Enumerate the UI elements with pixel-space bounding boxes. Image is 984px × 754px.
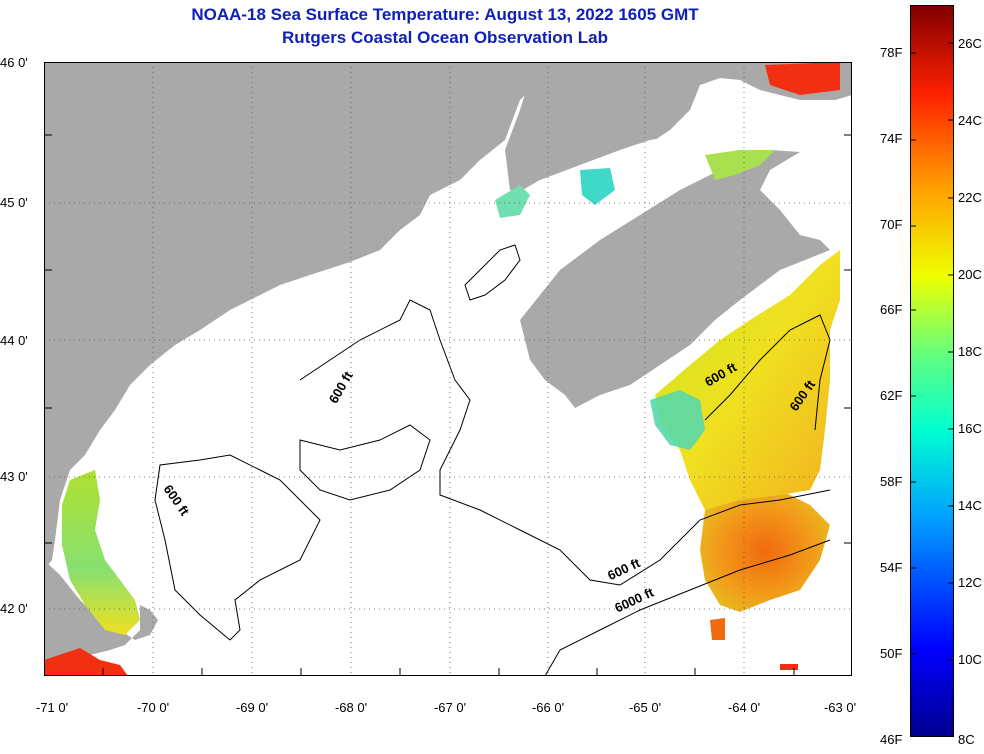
- lat-label-44: 44 0': [0, 333, 28, 348]
- contour-600ft-west: [154, 454, 321, 641]
- contour-600ft-central: [299, 299, 831, 586]
- sst-fundy-west: [495, 185, 530, 218]
- cbar-c-12: 12C: [958, 575, 982, 590]
- cbar-c-22: 22C: [958, 190, 982, 205]
- sst-map: 600 ft 600 ft 600 ft 600 ft 600 ft 6000 …: [44, 62, 852, 676]
- cbar-c-26: 26C: [958, 36, 982, 51]
- map-title: NOAA-18 Sea Surface Temperature: August …: [191, 5, 699, 24]
- cbar-c-8: 8C: [958, 732, 975, 747]
- sst-warm-north: [765, 62, 840, 95]
- sst-warm-speck-2: [780, 664, 798, 670]
- cbar-c-16: 16C: [958, 421, 982, 436]
- contour-6000ft: [544, 539, 831, 676]
- sst-cool-patch: [650, 390, 705, 450]
- lat-label-42: 42 0': [0, 601, 28, 616]
- cbar-c-20: 20C: [958, 267, 982, 282]
- lon-label-65: -65 0': [628, 700, 662, 715]
- bay-of-fundy: [500, 135, 700, 275]
- cbar-c-14: 14C: [958, 498, 982, 513]
- lat-label-46: 46 0': [0, 55, 28, 70]
- map-subtitle: Rutgers Coastal Ocean Observation Lab: [282, 28, 608, 47]
- lat-label-45: 45 0': [0, 195, 28, 210]
- lon-label-63: -63 0': [823, 700, 857, 715]
- cbar-f-78: 78F: [880, 45, 903, 60]
- cbar-f-58: 58F: [880, 474, 903, 489]
- lon-label-66: -66 0': [531, 700, 565, 715]
- sst-warm-speck-1: [710, 618, 725, 640]
- map-frame: [44, 62, 852, 676]
- cbar-c-18: 18C: [958, 344, 982, 359]
- sst-scotian-shelf: [655, 250, 840, 510]
- land-nova-scotia: [520, 150, 830, 408]
- cbar-c-10: 10C: [958, 652, 982, 667]
- cbar-f-74: 74F: [880, 131, 903, 146]
- cbar-f-66: 66F: [880, 302, 903, 317]
- lon-label-68: -68 0': [334, 700, 368, 715]
- cbar-f-46: 46F: [880, 732, 903, 747]
- contour-basin: [464, 244, 521, 301]
- lon-label-69: -69 0': [235, 700, 269, 715]
- lon-label-64: -64 0': [727, 700, 761, 715]
- lon-label-67: -67 0': [433, 700, 467, 715]
- temperature-colorbar: [910, 5, 954, 737]
- frame-ticks: [44, 134, 852, 676]
- sst-warm-southwest: [44, 648, 128, 676]
- contour-600ft-gulf: [299, 424, 431, 501]
- lon-label-71: -71 0': [35, 700, 69, 715]
- contour-600ft-northeast: [704, 314, 831, 431]
- sst-fundy-north: [705, 150, 775, 180]
- sst-fundy-mid: [580, 168, 615, 205]
- cbar-c-24: 24C: [958, 113, 982, 128]
- cbar-f-50: 50F: [880, 646, 903, 661]
- sst-warm-patch-southeast: [700, 490, 830, 612]
- cbar-f-70: 70F: [880, 217, 903, 232]
- lat-label-43: 43 0': [0, 469, 28, 484]
- land-massachusetts: [44, 560, 158, 665]
- lon-label-70: -70 0': [136, 700, 170, 715]
- land-mainland: [44, 62, 540, 570]
- sst-cape-cod-bay: [62, 470, 140, 635]
- cbar-f-54: 54F: [880, 560, 903, 575]
- cbar-f-62: 62F: [880, 388, 903, 403]
